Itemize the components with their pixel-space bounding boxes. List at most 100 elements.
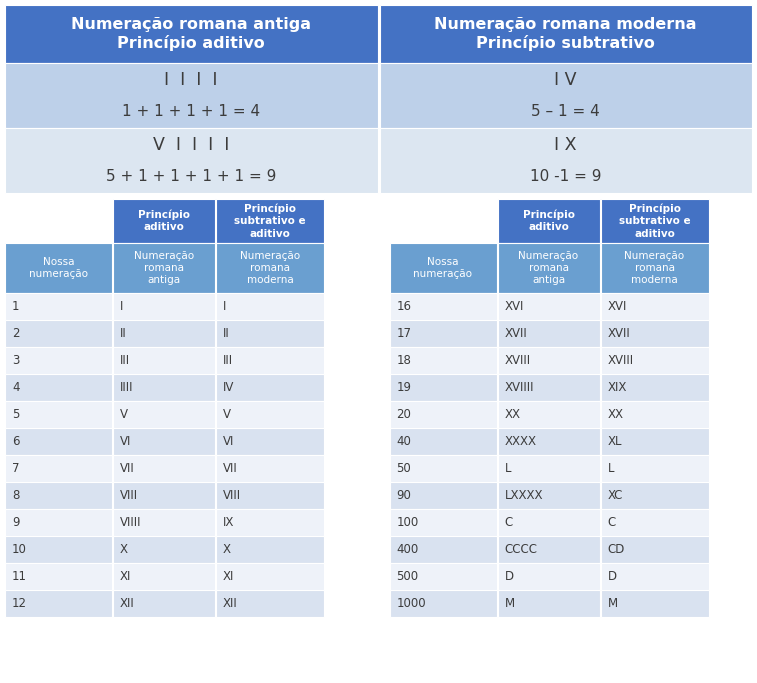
Text: 16: 16	[397, 300, 412, 313]
Text: 8: 8	[12, 489, 20, 502]
Bar	[113, 590, 215, 617]
Bar	[113, 455, 215, 482]
Text: D: D	[608, 570, 617, 583]
Bar	[390, 482, 497, 509]
Text: CCCC: CCCC	[504, 543, 537, 556]
Bar	[5, 401, 112, 428]
Bar	[390, 455, 497, 482]
Bar	[600, 428, 709, 455]
Text: Numeração
romana
moderna: Numeração romana moderna	[240, 251, 300, 285]
Text: 90: 90	[397, 489, 411, 502]
Bar	[390, 243, 497, 293]
Text: 18: 18	[397, 354, 411, 367]
Text: Princípio
subtrativo e
aditivo: Princípio subtrativo e aditivo	[234, 204, 306, 238]
Bar	[5, 293, 112, 320]
Text: 5 + 1 + 1 + 1 + 1 = 9: 5 + 1 + 1 + 1 + 1 = 9	[106, 169, 276, 184]
Text: 10: 10	[12, 543, 27, 556]
Text: VII: VII	[223, 462, 238, 475]
Bar	[390, 347, 497, 374]
Text: I V: I V	[554, 71, 577, 89]
Bar	[497, 428, 600, 455]
Text: X: X	[223, 543, 231, 556]
Bar	[5, 455, 112, 482]
Text: XII: XII	[223, 597, 238, 610]
Bar	[113, 563, 215, 590]
Bar	[497, 374, 600, 401]
Bar	[5, 63, 378, 128]
Bar	[216, 347, 324, 374]
Bar	[113, 320, 215, 347]
Bar	[600, 293, 709, 320]
Bar	[216, 243, 324, 293]
Text: Nossa
numeração: Nossa numeração	[29, 257, 88, 279]
Text: I X: I X	[554, 136, 577, 154]
Text: 11: 11	[12, 570, 27, 583]
Text: XVI: XVI	[504, 300, 524, 313]
Bar	[600, 199, 709, 243]
Text: M: M	[608, 597, 618, 610]
Text: VI: VI	[223, 435, 235, 448]
Text: VIII: VIII	[223, 489, 241, 502]
Bar	[216, 199, 324, 243]
Text: VII: VII	[120, 462, 135, 475]
Bar	[497, 401, 600, 428]
Bar	[216, 455, 324, 482]
Text: Princípio
subtrativo e
aditivo: Princípio subtrativo e aditivo	[618, 204, 690, 238]
Text: XVII: XVII	[608, 327, 631, 340]
Bar	[216, 590, 324, 617]
Bar	[216, 293, 324, 320]
Bar	[600, 563, 709, 590]
Text: 5: 5	[12, 408, 20, 421]
Text: VI: VI	[120, 435, 132, 448]
Text: Princípio
aditivo: Princípio aditivo	[138, 210, 190, 232]
Bar	[600, 455, 709, 482]
Bar	[113, 199, 215, 243]
Text: I  I  I  I: I I I I	[164, 71, 218, 89]
Bar	[600, 482, 709, 509]
Bar	[5, 5, 378, 63]
Bar	[5, 563, 112, 590]
Bar	[5, 428, 112, 455]
Text: 50: 50	[397, 462, 411, 475]
Text: I: I	[120, 300, 123, 313]
Text: 500: 500	[397, 570, 419, 583]
Text: VIII: VIII	[120, 489, 138, 502]
Text: XIX: XIX	[608, 381, 627, 394]
Text: M: M	[504, 597, 515, 610]
Text: 1: 1	[12, 300, 20, 313]
Text: Numeração romana moderna
Princípio subtrativo: Numeração romana moderna Princípio subtr…	[435, 16, 697, 51]
Bar	[390, 590, 497, 617]
Text: XI: XI	[223, 570, 235, 583]
Bar	[5, 536, 112, 563]
Text: XX: XX	[504, 408, 521, 421]
Bar	[390, 428, 497, 455]
Text: XVI: XVI	[608, 300, 627, 313]
Text: III: III	[223, 354, 233, 367]
Text: XII: XII	[120, 597, 135, 610]
Bar	[497, 320, 600, 347]
Bar	[5, 320, 112, 347]
Bar	[390, 293, 497, 320]
Bar	[390, 374, 497, 401]
Text: 6: 6	[12, 435, 20, 448]
Bar	[600, 509, 709, 536]
Bar	[5, 347, 112, 374]
Text: 19: 19	[397, 381, 412, 394]
Text: XVII: XVII	[504, 327, 527, 340]
Text: X: X	[120, 543, 128, 556]
Text: XVIIII: XVIIII	[504, 381, 534, 394]
Text: 5 – 1 = 4: 5 – 1 = 4	[531, 104, 600, 119]
Bar	[216, 401, 324, 428]
Bar	[600, 320, 709, 347]
Text: 400: 400	[397, 543, 419, 556]
Bar	[5, 590, 112, 617]
Text: XXXX: XXXX	[504, 435, 537, 448]
Bar	[113, 509, 215, 536]
Bar	[5, 243, 112, 293]
Text: 1000: 1000	[397, 597, 426, 610]
Bar	[600, 374, 709, 401]
Bar	[390, 509, 497, 536]
Text: Princípio
aditivo: Princípio aditivo	[522, 210, 575, 232]
Bar	[216, 374, 324, 401]
Bar	[497, 347, 600, 374]
